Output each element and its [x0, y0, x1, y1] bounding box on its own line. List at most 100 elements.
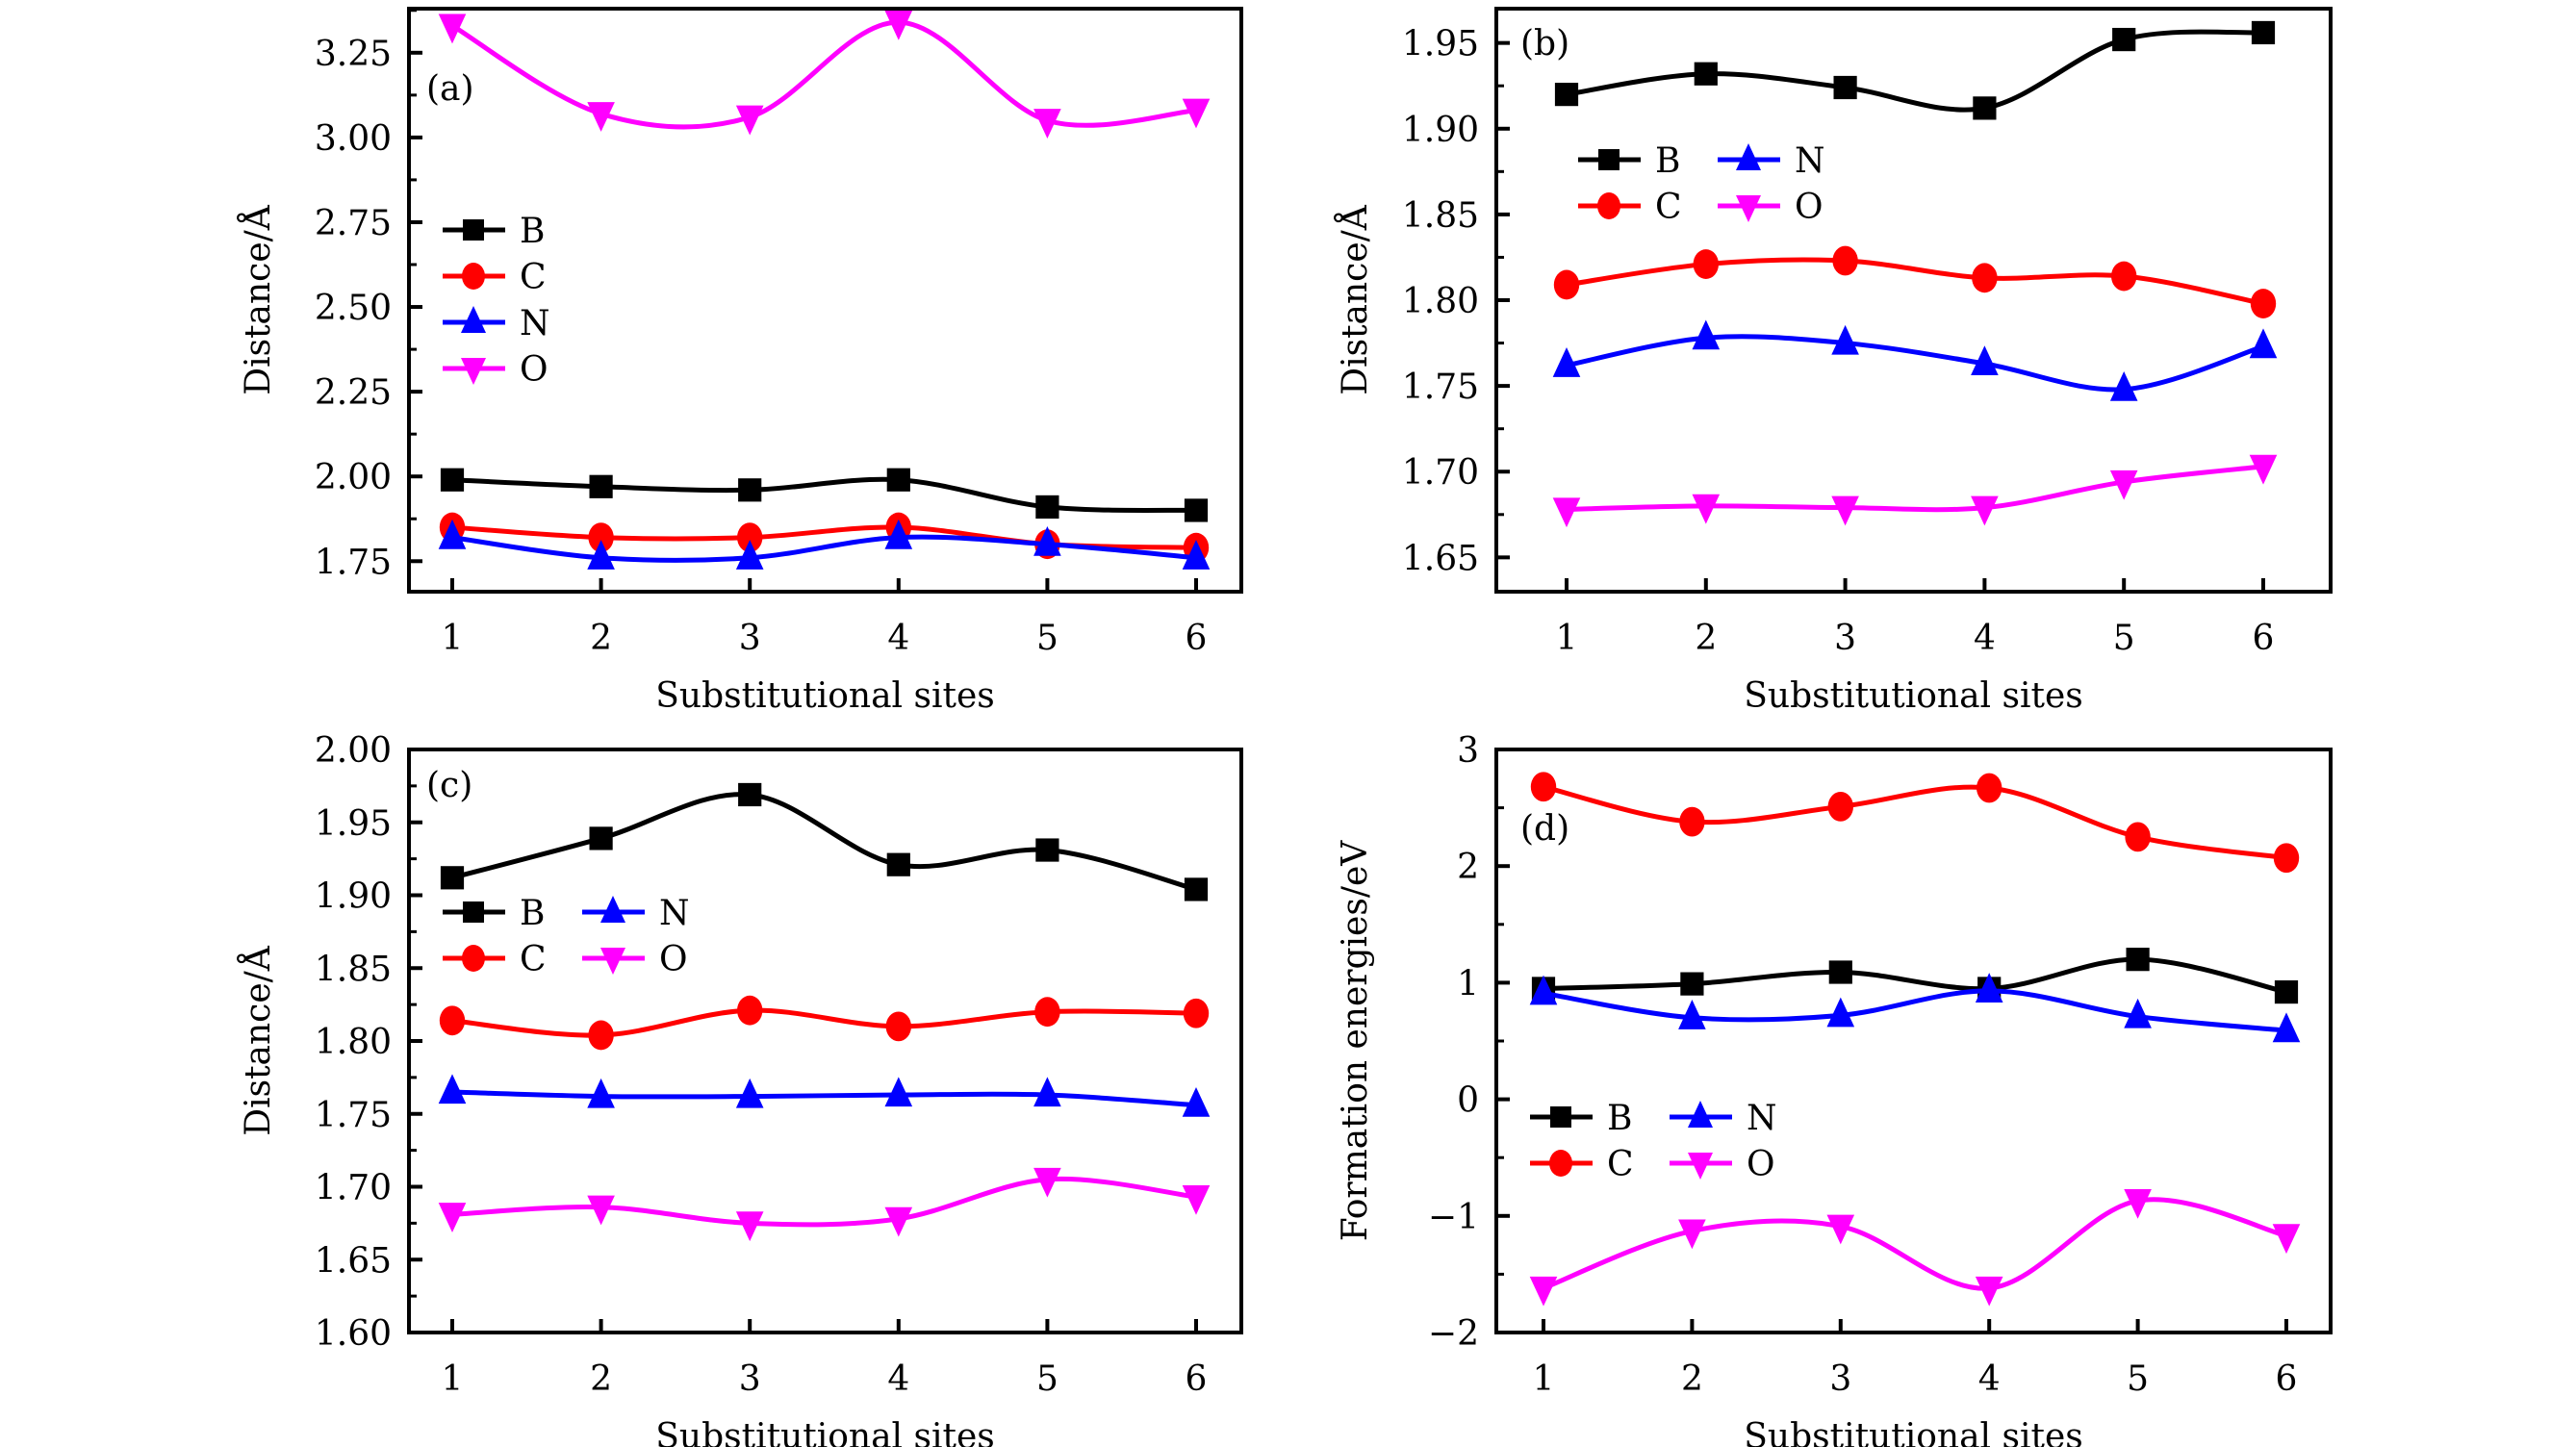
legend-item-N: N	[443, 304, 550, 343]
series-line-C	[1566, 257, 2264, 307]
data-point-B	[886, 468, 910, 492]
data-point-O	[1033, 109, 1061, 139]
data-point-B	[738, 478, 762, 502]
legend-item-O: O	[443, 350, 548, 390]
data-point-O	[1182, 98, 1211, 129]
y-axis-label: Distance/Å	[238, 945, 278, 1136]
y-tick-label: 1	[1457, 964, 1479, 1003]
y-tick-label: 1.95	[315, 804, 392, 844]
series-line-B	[451, 476, 1197, 513]
series-line-C	[1543, 784, 2287, 861]
data-point-N	[1975, 973, 2003, 1003]
data-point-B	[1184, 498, 1209, 522]
data-point-C	[1972, 263, 1998, 293]
y-tick-label: −2	[1428, 1314, 1479, 1354]
data-point-N	[587, 540, 615, 570]
series-line-N	[1543, 988, 2287, 1033]
data-point-N	[735, 540, 764, 570]
legend-item-N: N	[1718, 141, 1825, 181]
series-N	[1552, 319, 2278, 401]
x-tick-label: 2	[590, 619, 612, 658]
data-point-C	[1693, 249, 1720, 279]
data-point-O	[1831, 495, 1859, 526]
y-tick-label: 0	[1457, 1081, 1479, 1121]
x-tick-label: 6	[1186, 619, 1208, 658]
data-point-N	[2249, 328, 2278, 359]
data-point-B	[1184, 877, 1209, 901]
legend-label: N	[520, 304, 550, 343]
plot-frame	[407, 7, 1243, 594]
series-N	[438, 1074, 1211, 1117]
legend-marker-C	[1549, 1150, 1572, 1177]
y-tick-label: 3.00	[315, 119, 392, 159]
y-tick-label: 2.75	[315, 204, 392, 243]
data-point-B	[2251, 20, 2276, 45]
legend-item-C: C	[1578, 188, 1682, 227]
series-line-O	[1566, 464, 2264, 513]
data-point-N	[587, 1078, 615, 1108]
data-point-B	[1554, 83, 1579, 107]
legend-marker-O	[1736, 195, 1761, 222]
series-O	[438, 10, 1211, 139]
series-O	[438, 1167, 1211, 1242]
data-point-C	[1034, 997, 1060, 1028]
data-point-C	[1553, 269, 1580, 300]
data-point-N	[1831, 324, 1859, 355]
data-point-O	[735, 105, 764, 136]
data-point-O	[1552, 497, 1581, 528]
x-tick-label: 3	[1834, 619, 1856, 658]
panel-label: (c)	[426, 766, 472, 805]
legend-label: O	[520, 350, 548, 390]
data-point-B	[1035, 838, 1059, 862]
x-tick-label: 6	[2253, 619, 2275, 658]
x-tick-label: 6	[1186, 1359, 1208, 1399]
legend-label: B	[520, 212, 545, 251]
data-point-C	[1827, 791, 1854, 822]
data-point-C	[737, 995, 763, 1026]
series-C	[1553, 245, 2277, 318]
y-tick-label: 1.90	[1402, 111, 1479, 150]
data-point-B	[738, 782, 762, 807]
legend-marker-O	[600, 948, 625, 975]
chart-panel-a: 1.75 2.00 2.25 2.50 2.75 3.00 3.25 1 2 3 4 5 6 Substi…	[238, 7, 1243, 716]
legend-item-N: N	[582, 894, 690, 933]
data-point-B	[1680, 972, 1704, 996]
series-line-N	[1566, 334, 2264, 393]
x-axis-label: Substitutional sites	[1744, 676, 2083, 716]
plot-frame	[407, 748, 1243, 1334]
data-point-B	[2274, 979, 2299, 1004]
data-point-N	[1033, 1077, 1061, 1107]
data-point-O	[1826, 1214, 1855, 1245]
data-point-N	[1529, 975, 1558, 1005]
series-line-B	[1566, 29, 2264, 113]
series-line-O	[451, 1176, 1197, 1228]
data-point-O	[2249, 454, 2278, 485]
x-tick-label: 2	[590, 1359, 612, 1399]
legend-item-C: C	[443, 258, 547, 297]
y-tick-label: 1.75	[315, 1096, 392, 1135]
legend-item-O: O	[1670, 1145, 1775, 1184]
series-line-O	[450, 19, 1197, 130]
series-B	[440, 782, 1209, 901]
x-tick-label: 2	[1695, 619, 1717, 658]
data-point-O	[2109, 470, 2138, 500]
data-point-O	[1529, 1276, 1558, 1307]
legend-label: C	[1655, 188, 1682, 227]
panel-label: (a)	[426, 69, 474, 109]
legend-label: B	[520, 894, 545, 933]
data-point-B	[1828, 960, 1852, 984]
series-line-O	[1543, 1197, 2287, 1291]
x-tick-label: 3	[739, 1359, 761, 1399]
legend-marker-C	[462, 945, 485, 972]
data-point-C	[2250, 289, 2277, 318]
x-tick-label: 1	[1556, 619, 1578, 658]
legend-item-C: C	[443, 940, 547, 979]
data-point-O	[2124, 1188, 2152, 1219]
y-tick-label: 1.75	[1402, 368, 1479, 407]
data-point-B	[440, 468, 465, 492]
legend-marker-O	[1688, 1153, 1713, 1180]
y-tick-label: 3	[1457, 731, 1479, 771]
data-point-N	[1971, 345, 1999, 376]
